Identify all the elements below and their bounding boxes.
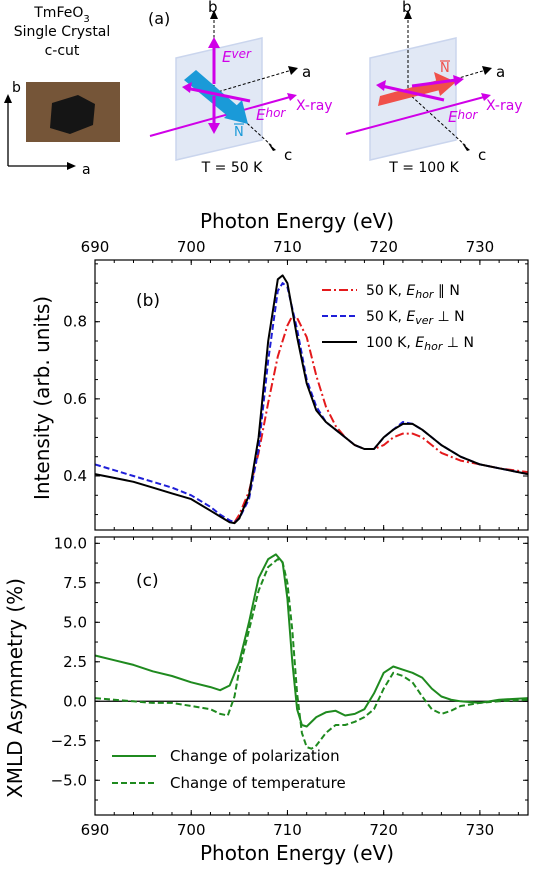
panel-c-legend: Change of polarization Change of temperat… — [112, 747, 346, 792]
ytick-label: −5.0 — [51, 771, 87, 789]
ytick-label: 0.6 — [63, 390, 87, 408]
panel-label-c: (c) — [136, 571, 159, 591]
ytick-label: 10.0 — [54, 534, 87, 552]
axis-c-label: c — [284, 146, 292, 164]
legend-text: ⊥ N — [442, 335, 474, 351]
panel-b-xtick-labels: 690 700 710 720 730 — [81, 238, 495, 256]
xtick-label: 690 — [81, 238, 110, 256]
panel-b-ylabel: Intensity (arb. units) — [30, 296, 54, 500]
xtick-label: 700 — [177, 238, 206, 256]
temp-100K: T = 100 K — [388, 160, 459, 176]
panel-c-ylabel: XMLD Asymmetry (%) — [3, 578, 27, 798]
xtick-label: 720 — [369, 821, 398, 839]
sample-plane-2 — [369, 37, 457, 161]
panel-label-b: (b) — [136, 291, 160, 311]
legend-text: 100 K, — [366, 335, 415, 351]
legend-text: 50 K, — [366, 283, 406, 299]
legend-text: E — [406, 283, 415, 299]
ytick-label: 0.8 — [63, 313, 87, 331]
ytick-label: 7.5 — [63, 574, 87, 592]
legend-text: hor — [424, 340, 444, 353]
small-axis-a: a — [82, 162, 91, 178]
xray-label-2: X-ray — [486, 98, 523, 114]
sample-cut: c-cut — [45, 43, 80, 59]
panel-b-ytick-labels: 0.4 0.6 0.8 — [63, 313, 87, 485]
series-line-2 — [94, 274, 529, 525]
legend-entry-1: 50 K, Ever ⊥ N — [366, 309, 465, 327]
e-hor-label: Ehor — [256, 106, 286, 124]
panel-b-top-xlabel: Photon Energy (eV) — [200, 209, 394, 233]
panel-c-frame — [94, 536, 529, 816]
scheme-50K: b a c X-ray N Ever Ehor T = 50 K — [149, 0, 333, 176]
sample-formula: TmFeO3 — [33, 5, 89, 25]
e-hor-label-2: Ehor — [448, 108, 478, 126]
axis-c-label-2: c — [478, 146, 486, 164]
axis-b-label: b — [208, 0, 218, 16]
ytick-label: 0.4 — [63, 467, 87, 485]
legend-text: hor — [415, 288, 435, 301]
panel-c-xtick-labels: 690 700 710 720 730 — [81, 821, 495, 839]
legend-entry-0: 50 K, Ehor ∥ N — [366, 283, 460, 301]
legend-text: ∥ N — [433, 283, 459, 299]
legend-text: E — [415, 335, 424, 351]
ytick-label: 2.5 — [63, 653, 87, 671]
xtick-label: 710 — [273, 821, 302, 839]
xtick-label: 730 — [466, 238, 495, 256]
xtick-label: 710 — [273, 238, 302, 256]
panel-c-series — [94, 553, 529, 750]
temp-50K: T = 50 K — [201, 160, 263, 176]
n-label: N — [234, 125, 244, 140]
xtick-label: 700 — [177, 821, 206, 839]
legend-entry-c-1: Change of temperature — [170, 774, 346, 792]
axis-a-label-2: a — [496, 63, 505, 81]
legend-text: ⊥ N — [433, 309, 465, 325]
panel-c-xlabel: Photon Energy (eV) — [200, 841, 394, 865]
xtick-label: 730 — [466, 821, 495, 839]
n-label-2: N — [440, 61, 450, 76]
series-line-1 — [94, 558, 529, 750]
sample-type: Single Crystal — [14, 24, 111, 40]
legend-entry-2: 100 K, Ehor ⊥ N — [366, 335, 474, 353]
panel-b-frame — [94, 259, 529, 531]
panel-c-chart: −5.0 −2.5 0.0 2.5 5.0 7.5 10.0 690 700 710 720 730… — [3, 534, 529, 865]
legend-entry-c-0: Change of polarization — [170, 747, 340, 765]
series-line-0 — [233, 314, 529, 523]
panel-c-ytick-labels: −5.0 −2.5 0.0 2.5 5.0 7.5 10.0 — [51, 534, 87, 789]
xtick-label: 720 — [369, 238, 398, 256]
crystal-shape — [50, 95, 95, 134]
xtick-label: 690 — [81, 821, 110, 839]
small-axis-b: b — [12, 80, 21, 96]
xray-label: X-ray — [296, 98, 333, 114]
panel-label-a: (a) — [148, 9, 170, 28]
legend-text: E — [406, 309, 415, 325]
axis-a-label: a — [302, 63, 311, 81]
series-line-0 — [94, 553, 529, 728]
panel-b-chart: Photon Energy (eV) 690 700 710 720 730 0.40.… — [30, 209, 529, 531]
ytick-label: 0.0 — [63, 692, 87, 710]
scheme-100K: b a c X-ray N Ehor T = 100 K — [345, 0, 523, 176]
ytick-label: 5.0 — [63, 613, 87, 631]
panel-b-series — [94, 274, 529, 525]
ytick-label: −2.5 — [51, 732, 87, 750]
panel-a-schematic: TmFeO3 Single Crystal c-cut b a (a) b a … — [4, 0, 523, 178]
e-ver-label: Ever — [222, 47, 252, 66]
legend-text: ver — [415, 314, 434, 327]
axis-b-label-2: b — [402, 0, 412, 16]
legend-text: 50 K, — [366, 309, 406, 325]
